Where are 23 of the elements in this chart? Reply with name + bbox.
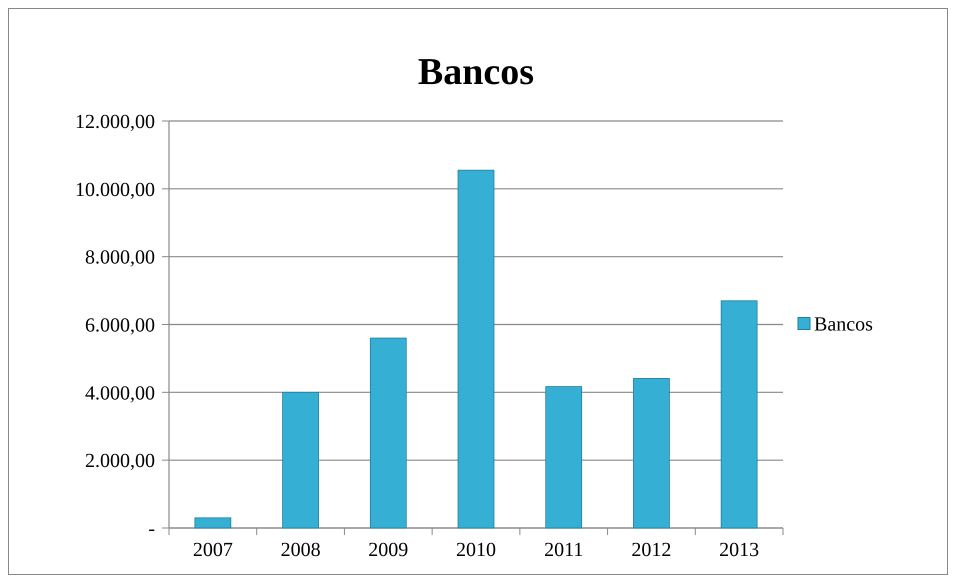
x-tick-label: 2012: [631, 539, 672, 561]
x-tick-label: 2013: [719, 539, 760, 561]
bar: [458, 170, 494, 528]
x-tick-label: 2007: [192, 539, 233, 561]
bar: [282, 392, 319, 528]
x-tick-label: 2008: [280, 539, 321, 561]
x-tick-label: 2009: [368, 539, 408, 561]
bar: [633, 378, 670, 528]
y-tick-label: 2.000,00: [85, 450, 155, 472]
y-tick-label: 8.000,00: [85, 246, 155, 269]
legend-label: Bancos: [814, 314, 874, 336]
x-tick-label: 2010: [456, 539, 496, 561]
y-tick-label: 4.000,00: [85, 382, 155, 404]
bar: [194, 517, 232, 528]
chart-title: Bancos: [418, 51, 534, 93]
x-tick-label: 2011: [544, 539, 584, 561]
y-tick-label: 6.000,00: [85, 314, 155, 336]
bar: [545, 386, 582, 528]
bar: [370, 338, 407, 528]
y-tick-label: 12.000,00: [75, 111, 155, 133]
bar: [720, 300, 758, 528]
y-tick-label: 10.000,00: [75, 178, 155, 201]
y-tick-label: -: [148, 518, 155, 540]
